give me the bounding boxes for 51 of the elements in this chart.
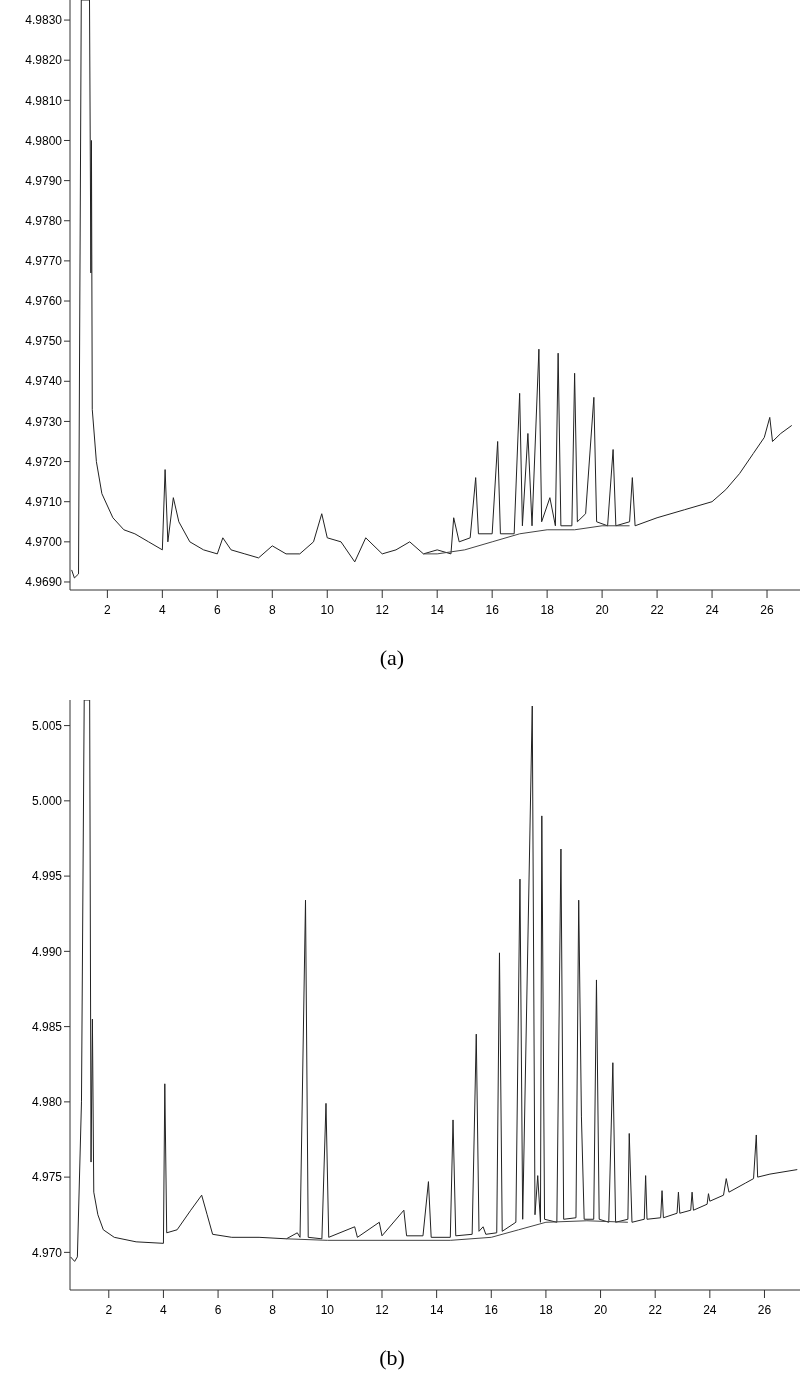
y-tick-label: 4.985 [31,1019,63,1034]
y-tick-label: 4.9810 [25,93,63,108]
x-tick-label: 4 [159,603,167,617]
y-tick-label: 5.005 [31,718,63,733]
x-tick-label: 18 [539,1303,553,1317]
x-tick-label: 22 [650,603,665,617]
y-tick-label: 4.9740 [25,374,63,389]
x-tick-label: 24 [703,1303,717,1317]
x-tick-label: 10 [320,1303,335,1317]
x-tick-label: 8 [269,1303,277,1317]
y-tick-label: 4.970 [31,1245,63,1260]
x-tick-label: 26 [760,603,775,617]
x-tick-label: 16 [485,603,500,617]
x-tick-label: 8 [268,603,276,617]
x-tick-label: 24 [705,603,720,617]
x-tick-label: 6 [214,1303,222,1317]
x-tick-label: 26 [757,1303,772,1317]
y-tick-label: 4.9690 [25,575,63,590]
y-tick-label: 4.980 [31,1095,63,1110]
y-tick-label: 4.9800 [25,133,63,148]
y-tick-label: 4.975 [31,1170,63,1185]
x-tick-label: 2 [104,603,112,617]
x-tick-label: 18 [540,603,555,617]
y-tick-label: 4.9710 [25,494,63,509]
x-tick-label: 14 [430,603,445,617]
x-tick-label: 6 [213,603,221,617]
x-tick-label: 2 [105,1303,113,1317]
x-tick-label: 12 [375,1303,389,1317]
y-tick-label: 4.9760 [25,294,63,309]
y-tick-label: 4.990 [31,944,63,959]
x-tick-label: 14 [429,1303,444,1317]
y-tick-label: 5.000 [31,794,63,809]
y-tick-label: 4.9720 [25,454,63,469]
x-tick-label: 20 [595,603,610,617]
x-tick-label: 22 [648,1303,663,1317]
y-tick-label: 4.9820 [25,53,63,68]
x-tick-label: 20 [593,1303,608,1317]
y-tick-label: 4.995 [31,869,63,884]
y-tick-label: 4.9700 [25,535,63,550]
y-tick-label: 4.9730 [25,414,63,429]
text: (a) [379,645,405,670]
y-tick-label: 4.9780 [25,213,63,228]
y-tick-label: 4.9770 [25,254,63,269]
x-tick-label: 16 [484,1303,499,1317]
x-tick-label: 12 [375,603,390,617]
y-tick-label: 4.9750 [25,334,63,349]
x-tick-label: 4 [160,1303,168,1317]
text: (b) [379,1345,405,1370]
y-tick-label: 4.9790 [25,173,63,188]
x-tick-label: 10 [320,603,335,617]
y-tick-label: 4.9830 [25,13,63,28]
